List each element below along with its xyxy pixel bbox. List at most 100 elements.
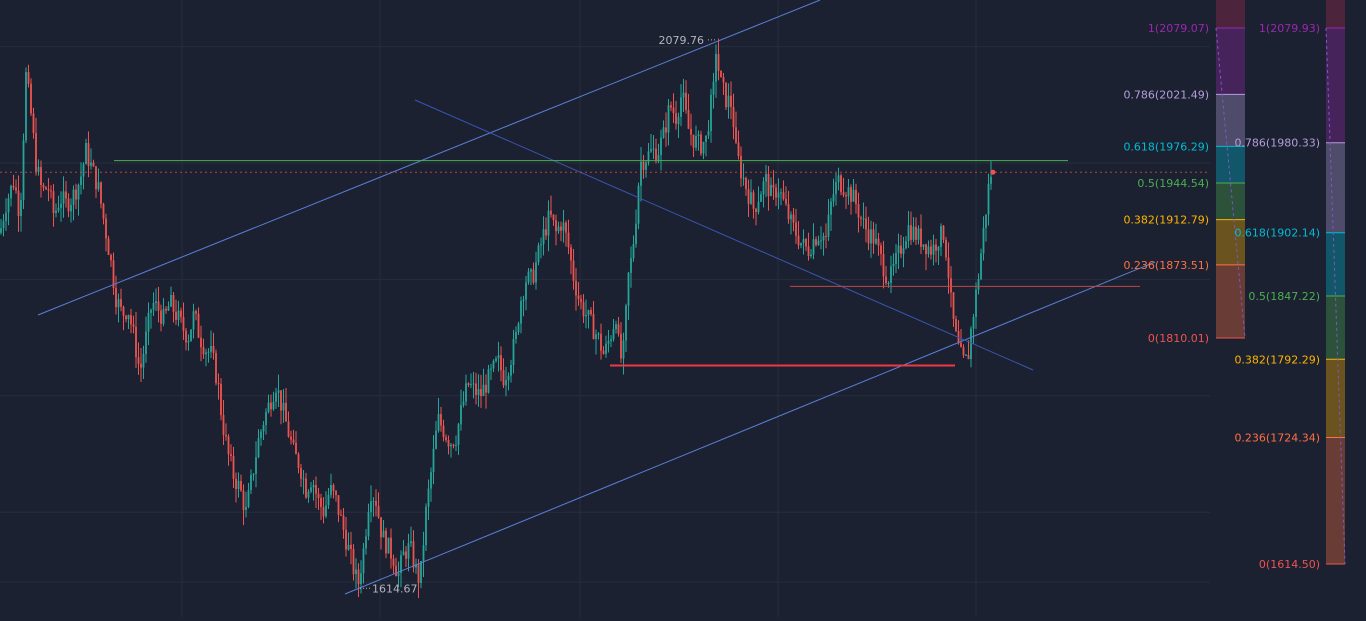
candle bbox=[300, 463, 302, 487]
candle-body bbox=[542, 229, 545, 245]
fib-retracement-panel-1[interactable]: 1(2079.07) 0.786(2021.49) 0.618(1976.29) 0.… bbox=[1123, 0, 1246, 345]
candle-body bbox=[697, 134, 700, 136]
candle bbox=[815, 236, 817, 247]
descending-trendline[interactable] bbox=[414, 99, 1034, 371]
candle-body bbox=[100, 182, 102, 204]
candle-body bbox=[62, 191, 65, 204]
candle bbox=[265, 408, 267, 435]
candle bbox=[607, 330, 610, 353]
candle bbox=[690, 113, 692, 146]
candle bbox=[985, 214, 987, 242]
candle-body bbox=[412, 541, 415, 568]
candle-body bbox=[577, 295, 580, 299]
candle-body bbox=[495, 358, 497, 361]
candle bbox=[962, 344, 965, 358]
candle-body bbox=[280, 390, 282, 411]
candle-body bbox=[665, 127, 667, 133]
candle-body bbox=[422, 545, 425, 562]
candle-body bbox=[985, 214, 987, 228]
candle bbox=[335, 489, 337, 502]
candle bbox=[990, 161, 992, 190]
candle bbox=[100, 181, 102, 209]
candle-body bbox=[820, 240, 822, 242]
candle bbox=[912, 217, 915, 243]
candle-body bbox=[945, 239, 947, 258]
candle bbox=[835, 172, 837, 206]
candle-body bbox=[70, 204, 72, 212]
drawings[interactable] bbox=[0, 0, 1210, 595]
candle bbox=[167, 301, 170, 311]
fib-retracement-panel-2[interactable]: 1(2079.93) 0.786(1980.33) 0.618(1902.14) 0.… bbox=[1234, 0, 1346, 571]
fib-band bbox=[1326, 359, 1345, 438]
candle bbox=[440, 406, 442, 432]
candle-body bbox=[700, 134, 702, 154]
candle bbox=[65, 181, 67, 208]
candle-body bbox=[110, 254, 112, 261]
candle-body bbox=[715, 54, 717, 82]
candle bbox=[105, 213, 107, 252]
candle bbox=[617, 317, 620, 337]
candle-body bbox=[120, 299, 122, 307]
candle-body bbox=[535, 262, 537, 283]
candle bbox=[920, 214, 922, 254]
candle-body bbox=[460, 405, 462, 425]
candle bbox=[480, 374, 482, 408]
candle-body bbox=[250, 474, 252, 491]
candle bbox=[850, 184, 852, 215]
candle-body bbox=[897, 245, 900, 254]
candle bbox=[327, 488, 330, 509]
candle-body bbox=[332, 485, 335, 491]
candle-body bbox=[942, 225, 945, 240]
candle-body bbox=[812, 239, 815, 255]
candle-body bbox=[470, 384, 472, 386]
candle bbox=[610, 335, 612, 348]
candle-body bbox=[95, 166, 97, 190]
candle-body bbox=[247, 490, 250, 507]
candle bbox=[572, 249, 575, 290]
candle bbox=[672, 93, 675, 124]
candle bbox=[665, 112, 667, 147]
fib-level-label: 0.382(1912.79) bbox=[1123, 214, 1209, 227]
candle-body bbox=[355, 569, 357, 575]
candle-body bbox=[832, 194, 835, 202]
candle-body bbox=[487, 369, 490, 393]
candle-body bbox=[145, 331, 147, 354]
candle-body bbox=[25, 72, 27, 141]
candle bbox=[635, 209, 637, 248]
candle bbox=[285, 388, 287, 422]
candle bbox=[880, 242, 882, 266]
candle-body bbox=[0, 228, 2, 233]
candle bbox=[537, 242, 540, 266]
candle bbox=[637, 182, 640, 230]
candle bbox=[522, 295, 525, 317]
candle-body bbox=[822, 235, 825, 241]
candle-body bbox=[780, 192, 782, 194]
candle-body bbox=[725, 82, 727, 108]
candle bbox=[625, 303, 627, 353]
candle bbox=[927, 240, 930, 258]
candle-body bbox=[727, 95, 730, 108]
channel-lower-line[interactable] bbox=[344, 261, 1156, 595]
candle-body bbox=[757, 201, 760, 212]
candle bbox=[965, 354, 967, 357]
candle-body bbox=[230, 454, 232, 456]
candle-body bbox=[722, 77, 725, 83]
channel-upper-line[interactable] bbox=[37, 0, 821, 316]
candle bbox=[987, 173, 990, 226]
candle bbox=[595, 329, 597, 355]
candle-body bbox=[195, 311, 197, 314]
candle bbox=[970, 326, 972, 368]
candle bbox=[890, 255, 892, 294]
candle-body bbox=[187, 340, 190, 343]
candle bbox=[365, 529, 367, 555]
candle-body bbox=[105, 218, 107, 239]
candle-body bbox=[190, 329, 192, 341]
candle-body bbox=[925, 244, 927, 255]
candle bbox=[137, 342, 140, 375]
candle-body bbox=[567, 232, 570, 248]
candle bbox=[217, 373, 220, 400]
candle-body bbox=[855, 189, 857, 205]
candle-body bbox=[270, 402, 272, 410]
